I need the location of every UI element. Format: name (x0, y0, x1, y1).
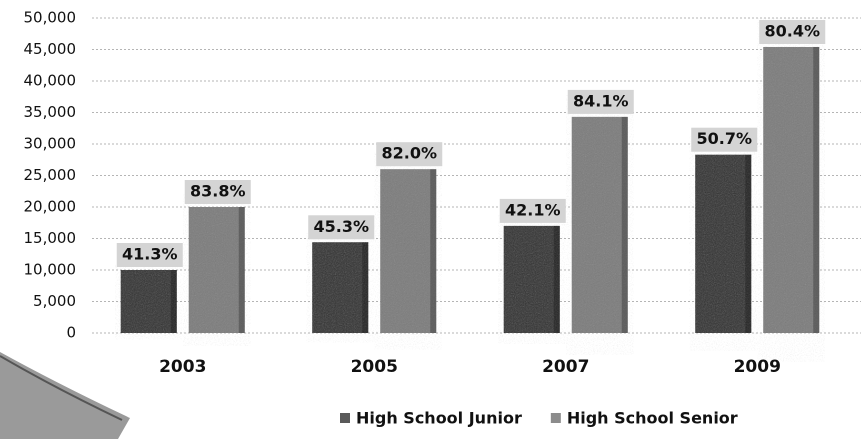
bar (503, 225, 560, 333)
y-tick-label: 25,000 (24, 166, 77, 184)
annotation-box (567, 89, 634, 114)
y-tick-label: 40,000 (24, 72, 77, 90)
annotation-box (499, 198, 566, 223)
bar-side (238, 207, 245, 333)
bar (695, 154, 752, 333)
bar (312, 242, 369, 333)
annotation-box (116, 243, 183, 267)
annotation: 50.7% (696, 129, 752, 148)
bar-side (745, 154, 752, 333)
x-tick-label: 2009 (734, 357, 781, 377)
annotation-box (691, 127, 758, 152)
bar (188, 207, 245, 333)
bar-side (362, 242, 369, 333)
bar-side (170, 270, 177, 333)
y-tick-label: 50,000 (24, 9, 77, 27)
annotation: 83.8% (190, 182, 246, 201)
bar-side (621, 116, 628, 333)
annotation-box (308, 215, 375, 240)
x-tick-label: 2003 (159, 357, 206, 377)
legend-label: High School Senior (567, 409, 738, 428)
bar-side (813, 46, 820, 333)
y-tick-label: 10,000 (24, 261, 77, 279)
legend-swatch (550, 413, 561, 423)
annotation: 41.3% (122, 245, 178, 264)
bar (571, 116, 628, 333)
annotation: 45.3% (313, 217, 369, 236)
bar-side (553, 225, 560, 333)
bar (763, 46, 820, 333)
y-tick-label: 0 (66, 324, 76, 342)
annotation-box (184, 180, 251, 204)
y-tick-label: 30,000 (24, 135, 77, 153)
legend-label: High School Junior (356, 409, 522, 428)
y-tick-label: 5,000 (33, 292, 76, 310)
bar (120, 270, 177, 333)
legend: High School Junior High School Senior (340, 409, 738, 428)
bar (380, 169, 437, 333)
annotation-box (376, 142, 443, 167)
annotation: 42.1% (505, 200, 561, 219)
annotation: 84.1% (573, 91, 629, 110)
annotation: 82.0% (381, 144, 437, 163)
y-tick-label: 20,000 (24, 198, 77, 216)
y-tick-label: 15,000 (24, 229, 77, 247)
y-tick-label: 35,000 (24, 103, 77, 121)
x-tick-label: 2005 (351, 357, 398, 377)
bar-side (430, 169, 437, 333)
y-tick-label: 45,000 (24, 40, 77, 58)
legend-swatch (340, 413, 350, 423)
decorative-swoosh-edge (0, 355, 123, 421)
annotation: 80.4% (764, 21, 820, 40)
x-tick-label: 2007 (542, 357, 589, 377)
decorative-swoosh (0, 352, 130, 439)
annotation-box (759, 19, 826, 44)
